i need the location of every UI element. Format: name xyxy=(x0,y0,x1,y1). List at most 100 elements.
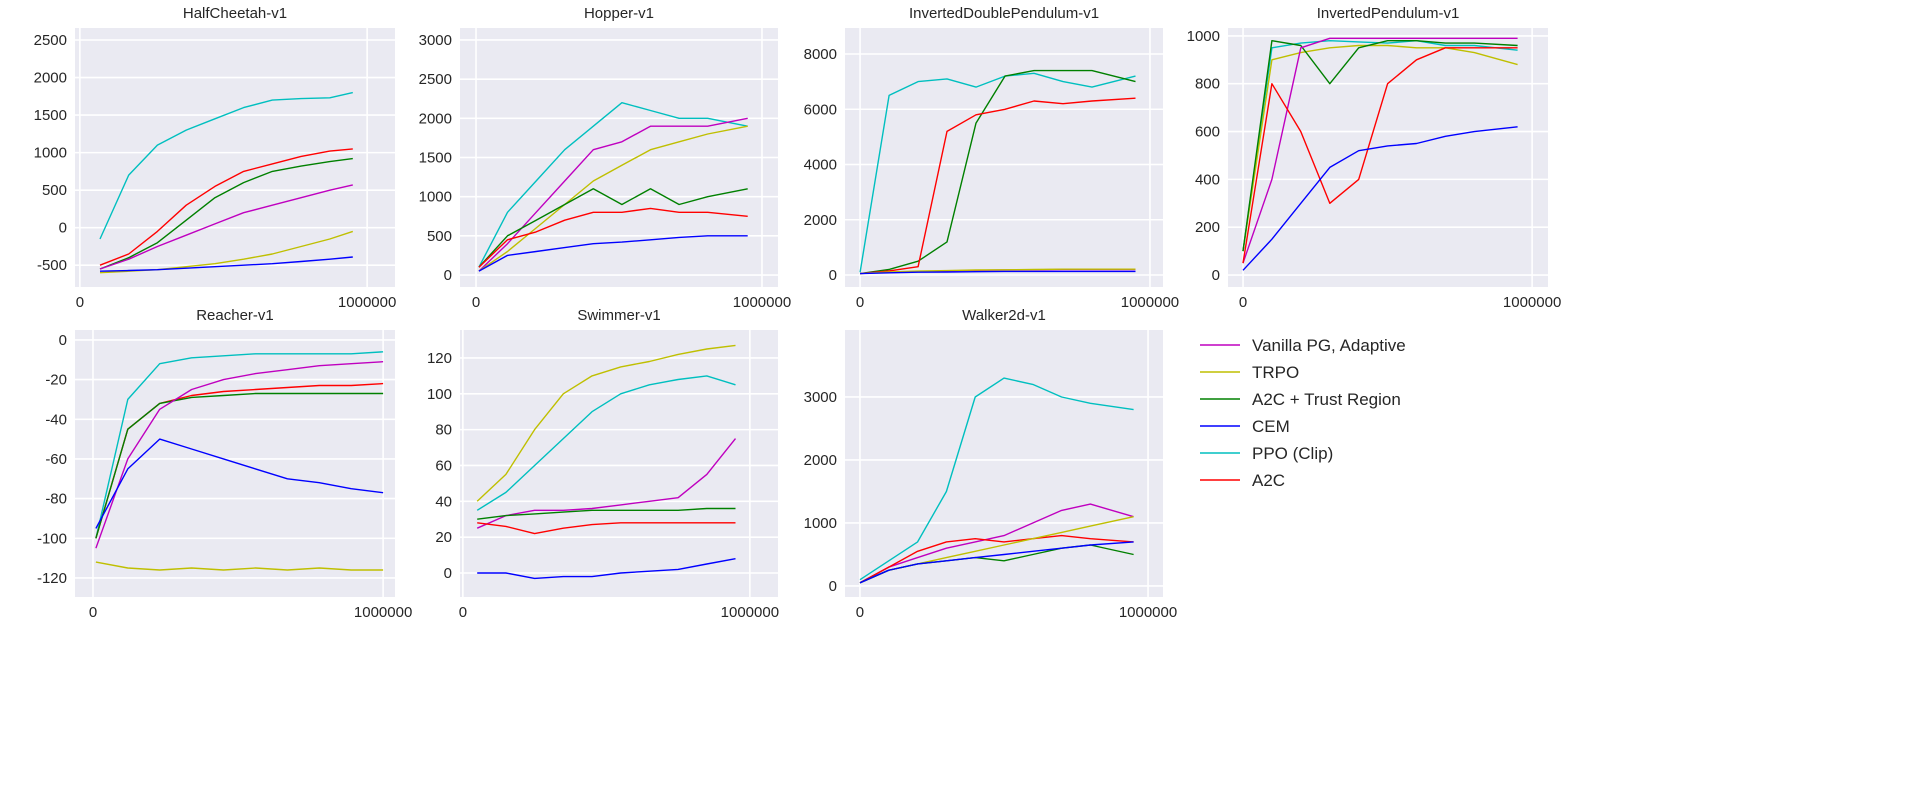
series-line-cem xyxy=(99,256,353,272)
legend-label: Vanilla PG, Adaptive xyxy=(1252,336,1406,355)
y-tick-label: 3000 xyxy=(804,389,837,406)
subplot-title: Hopper-v1 xyxy=(584,5,654,22)
y-tick-label: 2500 xyxy=(34,32,67,49)
legend-item-trpo: TRPO xyxy=(1200,363,1299,382)
y-tick-label: 2000 xyxy=(419,110,452,127)
x-tick-label: 0 xyxy=(856,294,864,311)
y-tick-label: 1000 xyxy=(419,189,452,206)
x-tick-label: 1000000 xyxy=(733,294,791,311)
series-line-cem xyxy=(1242,126,1518,271)
y-tick-label: 0 xyxy=(829,578,837,595)
series-line-a2c xyxy=(860,97,1136,275)
y-tick-label: 4000 xyxy=(804,157,837,174)
y-tick-label: 0 xyxy=(829,267,837,284)
x-tick-label: 1000000 xyxy=(721,604,779,621)
subplot-walker2d-v1: 0 1000 2000 3000 0 1000000 Walker2d-v1 xyxy=(804,307,1178,621)
x-tick-label: 0 xyxy=(1239,294,1247,311)
series-line-cem xyxy=(95,438,384,529)
x-tick-label: 1000000 xyxy=(1121,294,1179,311)
legend-label: TRPO xyxy=(1252,363,1299,382)
y-tick-label: 1500 xyxy=(419,150,452,167)
y-tick-label: -20 xyxy=(45,372,67,389)
legend: Vanilla PG, Adaptive TRPO A2C + Trust Regi… xyxy=(1200,336,1406,490)
y-tick-label: 0 xyxy=(444,267,452,284)
series-line-cem xyxy=(478,235,748,272)
y-tick-label: 6000 xyxy=(804,101,837,118)
series-line-a2c xyxy=(477,522,736,535)
subplot-title: Swimmer-v1 xyxy=(577,307,660,324)
x-tick-label: 0 xyxy=(459,604,467,621)
series-line-a2ctr xyxy=(477,507,736,520)
series-line-trpo xyxy=(860,268,1136,275)
series-line-ppo xyxy=(859,377,1134,581)
plot-background xyxy=(460,330,778,597)
subplot-hopper-v1: 0 500 1000 1500 2000 2500 3000 0 1000000 Hopper-v… xyxy=(419,5,792,311)
y-tick-label: -60 xyxy=(45,451,67,468)
y-tick-label: 80 xyxy=(435,422,452,439)
subplot-title: Walker2d-v1 xyxy=(962,307,1046,324)
y-tick-label: -500 xyxy=(37,257,67,274)
series-line-vpg xyxy=(476,438,737,529)
y-tick-label: 60 xyxy=(435,457,452,474)
series-line-trpo xyxy=(478,125,748,272)
y-tick-label: 1500 xyxy=(34,107,67,124)
series-line-cem xyxy=(477,558,736,580)
legend-label: PPO (Clip) xyxy=(1252,444,1333,463)
y-tick-label: 600 xyxy=(1195,124,1220,141)
plot-background xyxy=(75,28,395,287)
y-tick-label: 800 xyxy=(1195,76,1220,93)
legend-item-ppo: PPO (Clip) xyxy=(1200,444,1333,463)
x-tick-label: 1000000 xyxy=(1503,294,1561,311)
y-tick-label: 1000 xyxy=(34,145,67,162)
y-tick-label: 400 xyxy=(1195,171,1220,188)
subplot-invertedpendulum-v1: 0 200 400 600 800 1000 0 1000000 InvertedPendulu… xyxy=(1187,5,1562,311)
y-tick-label: 2000 xyxy=(34,70,67,87)
y-tick-label: 8000 xyxy=(804,46,837,63)
series-line-trpo xyxy=(476,344,736,502)
series-line-vpg xyxy=(1242,37,1518,264)
series-line-vpg xyxy=(99,184,353,270)
y-tick-label: 2500 xyxy=(419,71,452,88)
x-tick-label: 0 xyxy=(76,294,84,311)
y-tick-label: -120 xyxy=(37,570,67,587)
legend-item-a2c: A2C xyxy=(1200,471,1285,490)
series-line-ppo xyxy=(478,101,748,268)
series-line-ppo xyxy=(99,91,353,240)
subplot-title: InvertedDoublePendulum-v1 xyxy=(909,5,1099,22)
x-tick-label: 0 xyxy=(472,294,480,311)
series-line-a2ctr xyxy=(1242,40,1518,252)
y-tick-label: 120 xyxy=(427,350,452,367)
legend-item-a2ctr: A2C + Trust Region xyxy=(1200,390,1401,409)
subplot-inverteddoublependulum-v1: 0 2000 4000 6000 8000 0 1000000 InvertedDoubleP… xyxy=(804,5,1180,311)
series-line-a2ctr xyxy=(95,392,384,539)
series-line-a2ctr xyxy=(860,69,1136,275)
series-line-a2ctr xyxy=(478,188,748,268)
series-line-cem xyxy=(860,270,1136,275)
y-tick-label: 0 xyxy=(59,220,67,237)
legend-label: A2C xyxy=(1252,471,1285,490)
legend-label: CEM xyxy=(1252,417,1290,436)
plot-background xyxy=(845,28,1163,287)
series-line-vpg xyxy=(859,503,1134,584)
subplot-title: Reacher-v1 xyxy=(196,307,274,324)
series-line-trpo xyxy=(95,561,384,571)
x-tick-label: 1000000 xyxy=(1119,604,1177,621)
series-line-a2c xyxy=(99,148,353,266)
y-tick-label: 0 xyxy=(59,332,67,349)
y-tick-label: 100 xyxy=(427,386,452,403)
series-line-vpg xyxy=(95,361,384,549)
y-tick-label: 40 xyxy=(435,493,452,510)
y-tick-label: 500 xyxy=(427,228,452,245)
y-tick-label: 2000 xyxy=(804,212,837,229)
series-line-trpo xyxy=(1242,44,1518,252)
x-tick-label: 1000000 xyxy=(354,604,412,621)
subplot-swimmer-v1: 0 20 40 60 80 100 120 0 1000000 Swimmer-v1 xyxy=(427,307,779,621)
subplot-title: InvertedPendulum-v1 xyxy=(1317,5,1460,22)
plot-background xyxy=(1228,28,1548,287)
series-line-cem xyxy=(859,541,1134,584)
series-line-a2c xyxy=(1242,47,1518,264)
legend-item-vpg: Vanilla PG, Adaptive xyxy=(1200,336,1406,355)
y-tick-label: 20 xyxy=(435,529,452,546)
subplot-reacher-v1: -120 -100 -80 -60 -40 -20 0 0 1000000 Reacher-v1 xyxy=(37,307,412,621)
series-line-ppo xyxy=(859,72,1136,273)
